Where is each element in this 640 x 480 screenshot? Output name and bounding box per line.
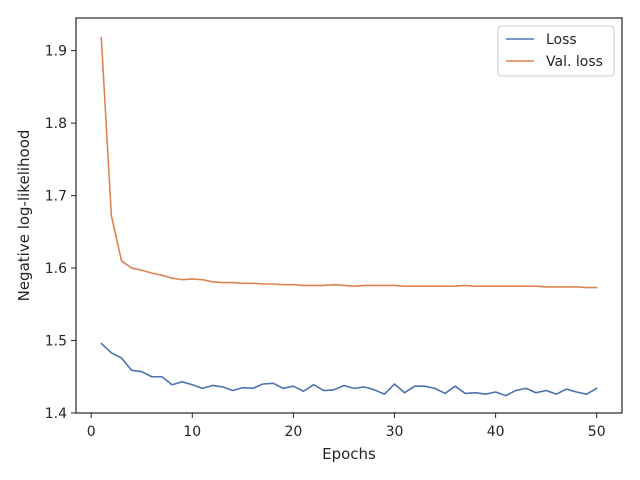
- y-tick-label: 1.7: [45, 189, 67, 205]
- x-tick-label: 30: [386, 424, 404, 440]
- x-axis-label: Epochs: [322, 445, 376, 463]
- y-axis-label: Negative log-likelihood: [15, 130, 33, 302]
- x-tick-label: 20: [284, 424, 302, 440]
- series-lines: [100, 36, 598, 397]
- y-tick-label: 1.4: [45, 406, 67, 422]
- x-axis-ticks: 0 10 20 30 40 50: [87, 413, 606, 440]
- x-tick-label: 50: [588, 424, 606, 440]
- plot-area: [75, 17, 623, 414]
- legend: Loss Val. loss: [497, 25, 615, 77]
- y-tick-label: 1.5: [45, 334, 67, 350]
- plot-frame: [75, 17, 623, 414]
- y-tick-label: 1.9: [45, 44, 67, 60]
- series-line-loss: [100, 342, 598, 397]
- legend-label-loss: Loss: [546, 32, 577, 48]
- y-tick-label: 1.8: [45, 116, 67, 132]
- y-tick-label: 1.6: [45, 261, 67, 277]
- x-tick-label: 0: [87, 424, 96, 440]
- series-line-val-loss: [100, 36, 598, 289]
- x-tick-label: 40: [487, 424, 505, 440]
- y-axis-ticks: 1.4 1.5 1.6 1.7 1.8 1.9: [45, 44, 76, 422]
- legend-label-val-loss: Val. loss: [546, 54, 603, 70]
- x-tick-label: 10: [183, 424, 201, 440]
